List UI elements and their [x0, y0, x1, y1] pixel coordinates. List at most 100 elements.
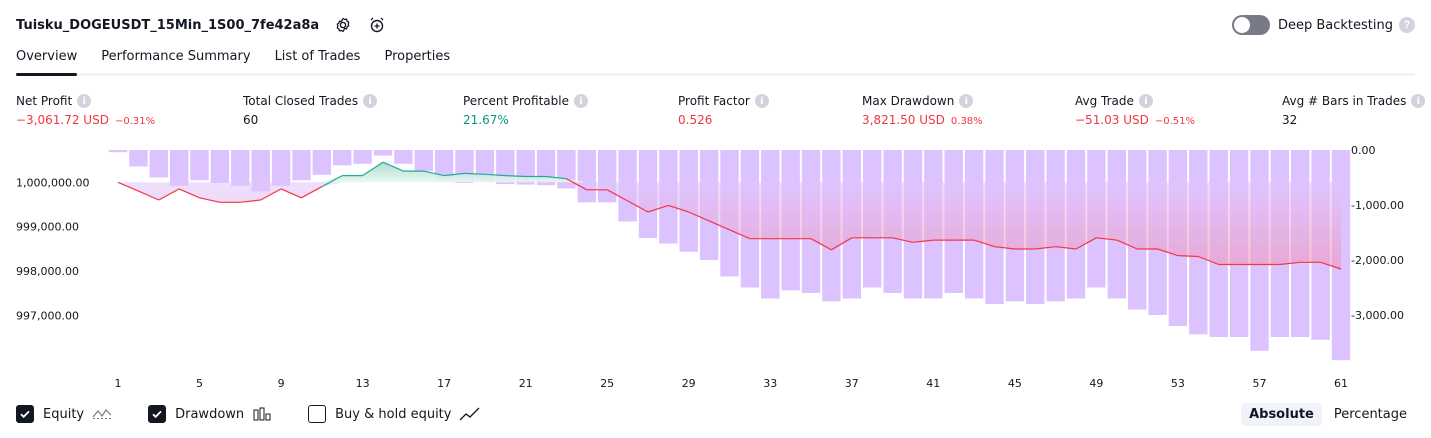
info-icon[interactable]: i: [1411, 94, 1426, 108]
equity-line-segment: [892, 237, 914, 243]
equity-line-segment: [1096, 237, 1117, 241]
x-axis-tick: 21: [519, 377, 533, 390]
metric-percent: −0.31%: [114, 116, 156, 127]
left-axis-tick: 1,000,000.00: [16, 176, 89, 189]
tab-properties[interactable]: Properties: [384, 49, 451, 64]
tab-overview[interactable]: Overview: [16, 47, 78, 76]
metric-label: Total Closed Trades: [243, 94, 359, 108]
metric-percent: −0.51%: [1154, 116, 1196, 127]
equity-line-segment: [1177, 255, 1199, 258]
metric-percent-profitable: Percent Profitable i 21.67%: [463, 94, 588, 127]
metric-avg-trade: Avg Trade i −51.03 USD −0.51%: [1075, 94, 1195, 127]
x-axis-tick: 41: [926, 377, 940, 390]
drawdown-bar: [598, 150, 617, 203]
equity-line-segment: [1116, 239, 1138, 250]
right-axis-tick: 0.00: [1351, 144, 1376, 157]
chart-legend: Equity Drawdown Buy & hold equity Absolu…: [16, 402, 1415, 426]
metric-profit-factor: Profit Factor i 0.526: [678, 94, 769, 127]
metric-value: −3,061.72 USD: [16, 113, 109, 127]
equity-line-segment: [1035, 246, 1056, 250]
equity-line-segment: [321, 175, 343, 188]
equity-positive-area: [118, 162, 1341, 183]
equity-line-segment: [545, 175, 567, 180]
info-icon[interactable]: i: [573, 94, 588, 108]
toggle-drawdown[interactable]: Drawdown: [148, 405, 274, 423]
metrics-row: Net Profit i −3,061.72 USD −0.31% Total Cl…: [16, 94, 1426, 130]
gear-icon[interactable]: [333, 15, 353, 35]
add-alert-icon[interactable]: [367, 15, 387, 35]
x-axis-tick: 29: [682, 377, 696, 390]
metric-label: Net Profit: [16, 94, 73, 108]
equity-line-segment: [240, 199, 261, 203]
toggle-equity[interactable]: Equity: [16, 405, 114, 423]
left-axis-tick: 999,000.00: [16, 221, 79, 234]
drawdown-bar: [292, 150, 311, 181]
info-icon[interactable]: i: [754, 94, 769, 108]
drawdown-bar: [353, 150, 372, 164]
equity-line-segment: [831, 237, 853, 251]
metric-value: 3,821.50 USD: [862, 113, 945, 127]
equity-line-segment: [912, 239, 934, 243]
drawdown-bar: [190, 150, 209, 181]
metric-value: −51.03 USD: [1075, 113, 1149, 127]
tab-performance-summary[interactable]: Performance Summary: [101, 49, 251, 64]
tab-list-of-trades[interactable]: List of Trades: [274, 49, 361, 64]
toggle-knob: [1233, 17, 1250, 33]
metric-label: Profit Factor: [678, 94, 750, 108]
equity-line-segment: [1279, 261, 1301, 266]
equity-line-segment: [708, 220, 730, 231]
drawdown-bar: [108, 150, 128, 153]
info-icon[interactable]: i: [1138, 94, 1153, 108]
equity-line-segment: [627, 200, 649, 213]
equity-line-segment: [444, 172, 465, 177]
x-axis-tick: 53: [1171, 377, 1185, 390]
drawdown-bar: [251, 150, 270, 192]
drawdown-checkbox[interactable]: [148, 405, 167, 423]
deep-backtesting-label: Deep Backtesting: [1277, 17, 1393, 33]
equity-line-segment: [1075, 237, 1097, 250]
equity-line-segment: [1198, 255, 1219, 266]
drawdown-bar: [231, 150, 250, 186]
x-axis-tick: 9: [278, 377, 285, 390]
drawdown-bar: [373, 150, 393, 156]
mode-absolute[interactable]: Absolute: [1241, 402, 1322, 426]
equity-negative-area: [118, 182, 1341, 269]
metric-label: Avg # Bars in Trades: [1282, 94, 1407, 108]
equity-line-segment: [1157, 248, 1179, 257]
equity-line-icon: [92, 406, 114, 422]
drawdown-bar: [414, 150, 433, 171]
info-icon[interactable]: i: [959, 94, 974, 108]
equity-checkbox[interactable]: [16, 405, 34, 423]
equity-line-segment: [158, 188, 180, 201]
drawdown-label: Drawdown: [175, 406, 245, 422]
deep-backtesting-toggle[interactable]: [1231, 15, 1270, 35]
left-axis-tick: 998,000.00: [16, 265, 79, 278]
equity-line-segment: [280, 188, 302, 199]
drawdown-bar: [271, 150, 291, 186]
drawdown-bar: [434, 150, 454, 181]
buy-hold-line-icon: [459, 406, 481, 422]
info-icon[interactable]: i: [363, 94, 378, 108]
equity-drawdown-chart[interactable]: 1,000,000.00 999,000.00 998,000.00 997,000.…: [0, 140, 1431, 395]
metric-value: 21.67%: [463, 113, 509, 127]
equity-line-segment: [199, 197, 221, 203]
equity-line-segment: [505, 175, 526, 178]
equity-line-segment: [138, 190, 160, 201]
x-axis-tick: 61: [1334, 377, 1348, 390]
buy-hold-checkbox[interactable]: [308, 405, 327, 423]
equity-line-segment: [362, 161, 384, 177]
metric-value: 32: [1282, 113, 1298, 127]
info-icon[interactable]: i: [77, 94, 92, 108]
display-mode-selector: Absolute Percentage: [1237, 402, 1415, 426]
buy-hold-label: Buy & hold equity: [335, 406, 452, 422]
equity-line-segment: [423, 170, 445, 177]
equity-line-segment: [668, 204, 689, 213]
help-icon[interactable]: ?: [1399, 17, 1415, 33]
x-axis-tick: 13: [356, 377, 370, 390]
equity-line-segment: [729, 229, 751, 240]
toggle-buy-hold[interactable]: Buy & hold equity: [308, 405, 481, 423]
mode-percentage[interactable]: Percentage: [1333, 406, 1407, 422]
equity-line-segment: [566, 178, 588, 191]
metric-label: Max Drawdown: [862, 94, 955, 108]
drawdown-bar: [577, 150, 596, 203]
